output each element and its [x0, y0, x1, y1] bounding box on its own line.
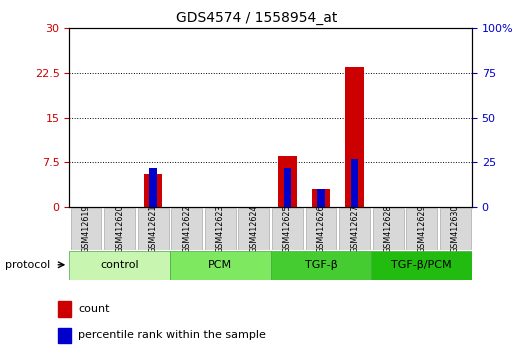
- Text: GSM412623: GSM412623: [216, 204, 225, 253]
- Text: GSM412626: GSM412626: [317, 204, 325, 253]
- Bar: [317, 189, 325, 207]
- Bar: [149, 168, 157, 207]
- Text: percentile rank within the sample: percentile rank within the sample: [78, 330, 266, 341]
- Bar: [406, 208, 437, 250]
- Bar: [239, 208, 269, 250]
- Bar: [271, 251, 371, 280]
- Bar: [272, 208, 303, 250]
- Text: GSM412620: GSM412620: [115, 204, 124, 253]
- Text: GSM412630: GSM412630: [451, 205, 460, 253]
- Bar: [371, 251, 472, 280]
- Bar: [144, 174, 163, 207]
- Bar: [104, 208, 135, 250]
- Text: count: count: [78, 304, 110, 314]
- Bar: [306, 208, 337, 250]
- Text: GSM412627: GSM412627: [350, 204, 359, 253]
- Bar: [351, 159, 358, 207]
- Text: PCM: PCM: [208, 260, 232, 270]
- Bar: [205, 208, 235, 250]
- Bar: [137, 208, 169, 250]
- Bar: [440, 208, 470, 250]
- Text: GSM412628: GSM412628: [384, 204, 392, 253]
- Bar: [372, 208, 404, 250]
- Text: control: control: [100, 260, 139, 270]
- Text: GSM412624: GSM412624: [249, 204, 259, 253]
- Text: GSM412625: GSM412625: [283, 204, 292, 253]
- Bar: [58, 301, 71, 317]
- Text: GSM412622: GSM412622: [182, 204, 191, 253]
- Bar: [170, 251, 271, 280]
- Bar: [345, 67, 364, 207]
- Bar: [284, 168, 291, 207]
- Bar: [69, 251, 170, 280]
- Bar: [278, 156, 297, 207]
- Bar: [171, 208, 202, 250]
- Bar: [312, 189, 330, 207]
- Text: TGF-β: TGF-β: [305, 260, 338, 270]
- Bar: [339, 208, 370, 250]
- Text: protocol: protocol: [5, 260, 50, 270]
- Text: GSM412619: GSM412619: [82, 204, 90, 253]
- Text: GSM412629: GSM412629: [417, 204, 426, 253]
- Bar: [71, 208, 102, 250]
- Text: GDS4574 / 1558954_at: GDS4574 / 1558954_at: [176, 11, 337, 25]
- Text: TGF-β/PCM: TGF-β/PCM: [391, 260, 452, 270]
- Bar: [58, 328, 71, 343]
- Text: GSM412621: GSM412621: [149, 204, 157, 253]
